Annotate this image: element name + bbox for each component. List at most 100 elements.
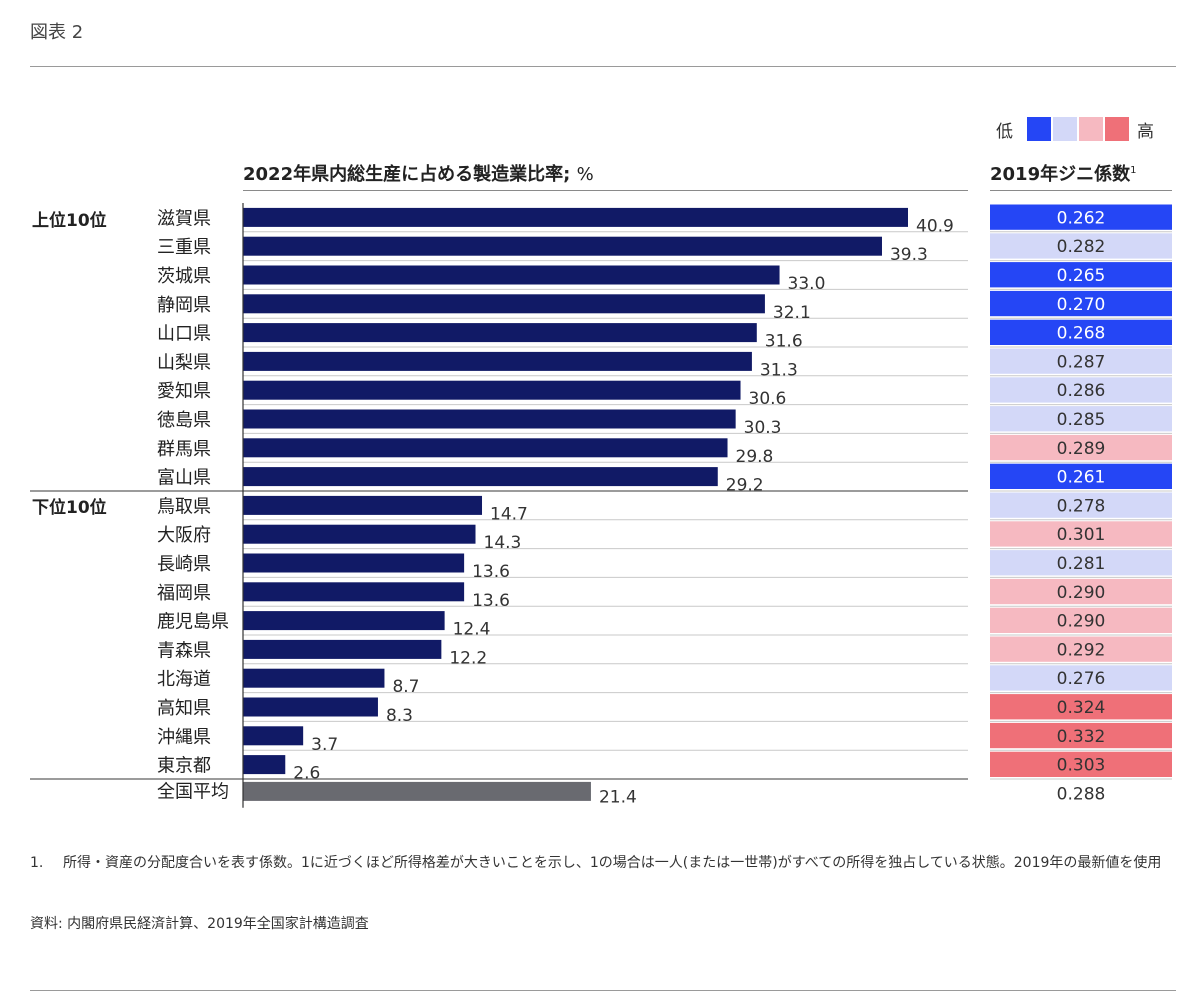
value-label: 12.4 [453,620,491,640]
category-label: 群馬県 [157,439,211,460]
chart-unit: % [576,164,594,185]
gini-cell [990,434,1172,461]
bar [243,755,286,775]
group-label-bottom10: 下位10位 [32,498,107,518]
legend-swatch-low-light [1053,117,1077,141]
value-label: 31.6 [765,332,803,352]
gini-value: 0.286 [1057,381,1106,401]
value-label: 2.6 [293,764,320,784]
bar [243,207,908,227]
category-label: 山口県 [157,324,211,345]
bar [243,265,780,285]
value-label: 31.3 [760,360,798,380]
gini-value: 0.292 [1057,640,1106,660]
bar [243,438,728,458]
gini-cell [990,319,1172,345]
category-label: 北海道 [157,669,211,690]
category-label: 徳島県 [157,410,211,431]
gini-value: 0.301 [1057,525,1106,545]
gini-value: 0.289 [1057,439,1106,459]
gini-value: 0.261 [1057,468,1106,488]
category-label: 鳥取県 [157,496,211,517]
chart-title: 2022年県内総生産に占める製造業比率; % [243,160,594,186]
gini-cell [990,694,1172,720]
footnote-number: 1. [30,855,44,871]
category-label: 愛知県 [157,381,211,402]
gini-value: 0.262 [1057,208,1106,228]
gini-cell [990,636,1172,662]
footnote-text: 所得・資産の分配度合いを表す係数。1に近づくほど所得格差が大きいことを示し、1の… [63,855,1162,871]
value-label: 33.0 [788,274,826,294]
gini-value: 0.282 [1057,237,1106,257]
bar [243,697,378,717]
category-label: 富山県 [157,468,211,489]
bar [243,582,465,602]
gini-cell [990,204,1172,230]
bar [243,553,465,573]
category-label: 福岡県 [157,583,211,604]
footnote: 1. 所得・資産の分配度合いを表す係数。1に近づくほど所得格差が大きいことを示し… [30,853,1173,873]
gini-value: 0.281 [1057,554,1106,574]
gini-cell [990,377,1172,403]
gini-value: 0.287 [1057,352,1106,372]
category-label: 鹿児島県 [157,612,229,633]
category-label: 高知県 [157,698,211,719]
gini-cell [990,665,1172,691]
value-label: 14.3 [484,533,522,553]
value-label: 29.8 [736,447,774,467]
value-label: 12.2 [449,648,487,668]
bar [243,726,304,746]
gini-value: 0.285 [1057,410,1106,430]
gini-cell [990,722,1172,749]
category-label: 山梨県 [157,352,211,373]
legend-swatch-high-light [1079,117,1103,141]
category-label: 大阪府 [157,525,211,546]
gini-cell [990,550,1172,576]
value-label: 39.3 [890,245,928,265]
gini-cell [990,492,1172,518]
bar [243,236,882,256]
value-label: 3.7 [311,735,338,755]
gini-value: 0.290 [1057,612,1106,632]
gini-cell [990,233,1172,259]
value-label: 8.7 [392,677,419,697]
legend-high-label: 高 [1137,121,1154,142]
value-label: 13.6 [472,591,510,611]
gini-cell [990,578,1172,605]
gini-cell [990,521,1172,547]
gini-value: 0.276 [1057,669,1106,689]
average-bar [243,781,591,801]
gini-value: 0.278 [1057,496,1106,516]
category-label: 茨城県 [157,266,211,287]
category-label: 三重県 [157,237,211,258]
category-label: 青森県 [157,640,211,661]
bar [243,467,718,487]
bar [243,668,385,688]
gini-title-rule [990,190,1172,191]
bar [243,524,476,544]
gini-value: 0.324 [1057,698,1106,718]
gini-footnote-marker: 1 [1130,165,1137,176]
legend-swatch-low-dark [1027,117,1051,141]
group-label-top10: 上位10位 [32,211,107,231]
gini-color-legend: 低 高 [996,116,1154,142]
gini-column-title: 2019年ジニ係数1 [990,160,1136,186]
gini-value: 0.332 [1057,727,1106,747]
value-label: 14.7 [490,504,528,524]
bar [243,639,442,659]
bar [243,611,445,631]
gini-cell [990,262,1172,288]
gini-value: 0.290 [1057,583,1106,603]
category-label: 東京都 [157,756,211,777]
gini-title-text: 2019年ジニ係数 [990,164,1131,185]
bottom-divider [30,990,1176,991]
gini-cell [990,463,1172,489]
bar [243,294,765,314]
legend-low-label: 低 [996,121,1013,142]
gini-cell [990,607,1172,633]
category-label: 静岡県 [157,295,211,316]
bar [243,323,757,343]
figure-label: 図表 2 [30,22,84,43]
category-label: 沖縄県 [157,727,211,748]
value-label: 40.9 [916,216,954,236]
